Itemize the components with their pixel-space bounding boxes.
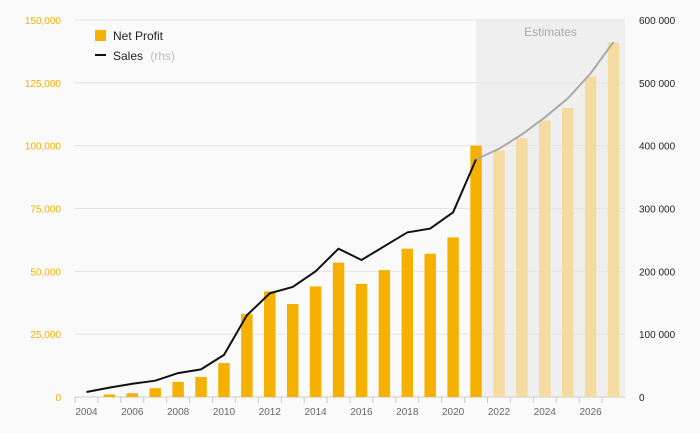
- legend: Net Profit Sales (rhs): [95, 29, 175, 63]
- bar-net-profit-2013: [286, 304, 299, 397]
- bar-net-profit-2024: [539, 120, 551, 398]
- x-axis: 2004 2006 2008 2010 2012 2014 2016 2018 2020 2022…: [74, 397, 603, 418]
- bar-net-profit-2008: [172, 381, 184, 397]
- right-tick-label: 500 000: [639, 79, 676, 90]
- bar-net-profit-2022: [493, 150, 505, 397]
- bar-net-profit-2010: [218, 363, 230, 397]
- bar-net-profit-2023: [516, 138, 528, 398]
- bar-net-profit-2018: [401, 248, 414, 397]
- left-tick-label: 25,000: [30, 330, 61, 341]
- bar-net-profit-2016: [355, 283, 368, 397]
- x-tick-label: 2018: [396, 407, 419, 418]
- x-tick-label: 2008: [167, 407, 190, 418]
- x-tick-label: 2014: [305, 407, 328, 418]
- x-tick-label: 2024: [534, 407, 557, 418]
- left-tick-label: 0: [55, 393, 61, 404]
- legend-sales-name: Sales: [113, 49, 143, 63]
- bar-net-profit-2020: [447, 237, 459, 397]
- x-tick-label: 2006: [121, 407, 144, 418]
- bar-net-profit-2007: [149, 388, 161, 397]
- legend-sales-suffix: (rhs): [150, 49, 175, 63]
- right-tick-label: 600 000: [639, 16, 676, 27]
- sales-line-group: [86, 41, 615, 393]
- right-tick-label: 300 000: [639, 205, 676, 216]
- x-tick-label: 2026: [580, 407, 603, 418]
- right-tick-label: 0: [639, 393, 645, 404]
- right-tick-label: 200 000: [639, 267, 676, 278]
- estimates-label: Estimates: [524, 25, 577, 39]
- bar-net-profit-2014: [309, 286, 322, 397]
- x-tick-label: 2022: [488, 407, 511, 418]
- x-tick-label: 2020: [442, 407, 465, 418]
- x-tick-label: 2004: [75, 407, 98, 418]
- bar-net-profit-2006: [126, 393, 139, 397]
- sales-line-estimate: [475, 41, 615, 161]
- left-tick-label: 150,000: [25, 16, 62, 27]
- x-tick-label: 2010: [213, 407, 236, 418]
- legend-label-sales: Sales (rhs): [113, 49, 175, 63]
- bar-net-profit-2005: [103, 394, 116, 397]
- bar-net-profit-2015: [332, 262, 345, 397]
- legend-label-net-profit: Net Profit: [113, 29, 164, 43]
- x-tick-label: 2016: [350, 407, 373, 418]
- bar-net-profit-2027: [607, 42, 620, 398]
- bar-net-profit-2009: [195, 376, 207, 397]
- net-profit-bars: [103, 42, 620, 398]
- right-tick-label: 400 000: [639, 142, 676, 153]
- bar-net-profit-2017: [378, 270, 391, 397]
- bar-net-profit-2021: [470, 145, 482, 397]
- left-y-axis: 0 25,000 50,000 75,000 100,000 125,000 150,000: [25, 16, 62, 404]
- bar-net-profit-2012: [264, 291, 276, 397]
- bar-net-profit-2011: [241, 314, 253, 397]
- right-tick-label: 100 000: [639, 330, 676, 341]
- left-tick-label: 50,000: [30, 267, 61, 278]
- bar-net-profit-2026: [584, 76, 597, 398]
- bar-net-profit-2025: [561, 107, 574, 397]
- x-tick-label: 2012: [259, 407, 282, 418]
- legend-swatch-net-profit: [95, 30, 106, 41]
- sales-line-actual: [86, 159, 477, 393]
- right-y-axis: 0 100 000 200 000 300 000 400 000 500 000 600 …: [639, 16, 676, 404]
- left-tick-label: 100,000: [25, 142, 62, 153]
- bar-net-profit-2019: [424, 253, 436, 397]
- left-tick-label: 75,000: [30, 205, 61, 216]
- left-tick-label: 125,000: [25, 79, 62, 90]
